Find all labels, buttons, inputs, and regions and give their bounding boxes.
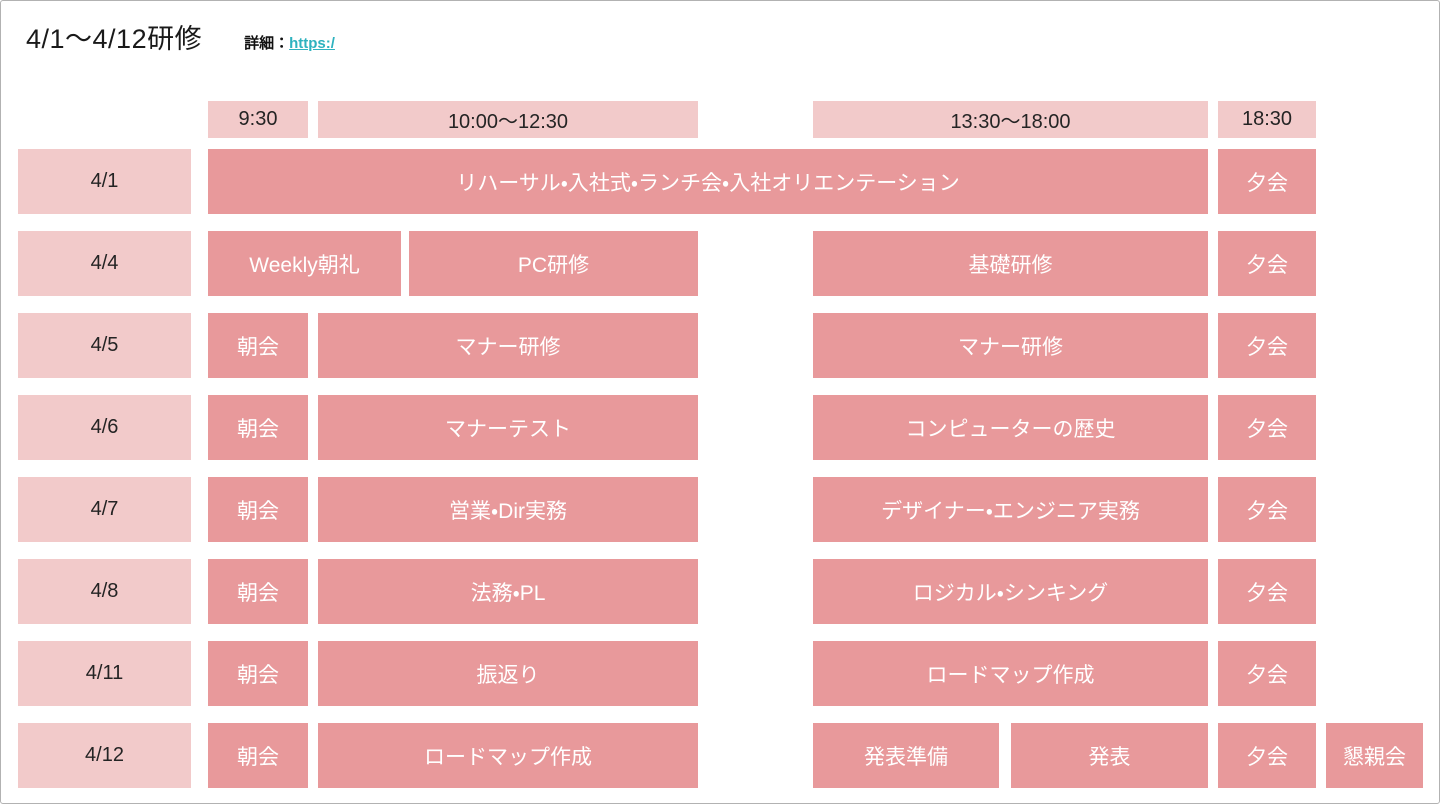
event-cell: 夕会 — [1218, 559, 1316, 624]
event-cell: 法務・PL — [318, 559, 698, 624]
event-cell: 朝会 — [208, 395, 308, 460]
date-cell: 4/12 — [18, 723, 191, 788]
time-header-cell: 10:00～12:30 — [318, 101, 698, 138]
title-bar: 4/1～4/12研修 詳細：https:/ — [26, 17, 335, 56]
event-cell: 発表準備 — [813, 723, 999, 788]
event-cell: 朝会 — [208, 641, 308, 706]
event-cell: デザイナー・エンジニア実務 — [813, 477, 1208, 542]
event-cell: Weekly朝礼 — [208, 231, 401, 296]
event-cell: 夕会 — [1218, 641, 1316, 706]
event-cell: リハーサル・入社式・ランチ会・入社オリエンテーション — [208, 149, 1208, 214]
page-title: 4/1～4/12研修 — [26, 24, 203, 54]
event-cell: ロードマップ作成 — [318, 723, 698, 788]
event-cell: ロジカル・シンキング — [813, 559, 1208, 624]
detail-label-wrap: 詳細：https:/ — [244, 32, 335, 53]
date-cell: 4/1 — [18, 149, 191, 214]
event-cell: 基礎研修 — [813, 231, 1208, 296]
time-header-cell: 9:30 — [208, 101, 308, 138]
event-cell: 夕会 — [1218, 231, 1316, 296]
time-header-cell: 18:30 — [1218, 101, 1316, 138]
event-cell: 発表 — [1011, 723, 1208, 788]
event-cell: 営業・Dir実務 — [318, 477, 698, 542]
event-cell: マナー研修 — [813, 313, 1208, 378]
date-cell: 4/5 — [18, 313, 191, 378]
time-header-cell: 13:30～18:00 — [813, 101, 1208, 138]
event-cell: ロードマップ作成 — [813, 641, 1208, 706]
event-cell: 朝会 — [208, 559, 308, 624]
detail-label: 詳細： — [244, 35, 290, 52]
date-cell: 4/8 — [18, 559, 191, 624]
event-cell: 夕会 — [1218, 395, 1316, 460]
event-cell: マナーテスト — [318, 395, 698, 460]
event-cell: マナー研修 — [318, 313, 698, 378]
event-cell: 懇親会 — [1326, 723, 1423, 788]
event-cell: 振返り — [318, 641, 698, 706]
event-cell: 朝会 — [208, 477, 308, 542]
date-cell: 4/11 — [18, 641, 191, 706]
date-cell: 4/6 — [18, 395, 191, 460]
detail-link[interactable]: https:/ — [289, 35, 335, 52]
event-cell: PC研修 — [409, 231, 698, 296]
event-cell: 朝会 — [208, 313, 308, 378]
event-cell: コンピューターの歴史 — [813, 395, 1208, 460]
date-cell: 4/4 — [18, 231, 191, 296]
event-cell: 夕会 — [1218, 477, 1316, 542]
event-cell: 朝会 — [208, 723, 308, 788]
event-cell: 夕会 — [1218, 149, 1316, 214]
event-cell: 夕会 — [1218, 313, 1316, 378]
event-cell: 夕会 — [1218, 723, 1316, 788]
date-cell: 4/7 — [18, 477, 191, 542]
